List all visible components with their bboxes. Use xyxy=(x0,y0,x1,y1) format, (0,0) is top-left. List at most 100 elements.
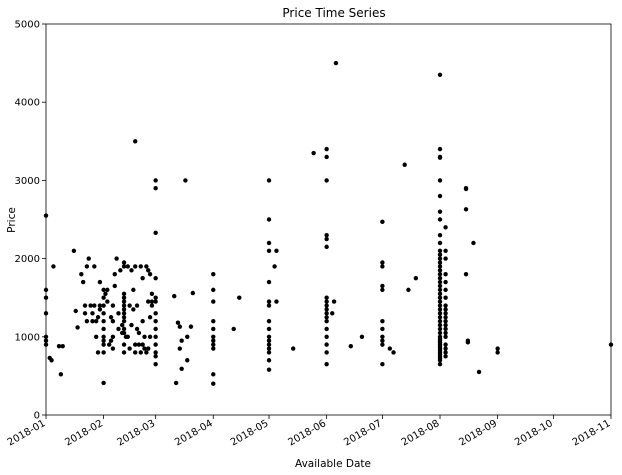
data-point xyxy=(437,311,443,316)
data-point xyxy=(153,354,158,359)
data-point xyxy=(120,322,125,328)
data-point xyxy=(237,295,242,300)
plot-frame xyxy=(45,23,612,416)
data-point xyxy=(144,264,149,269)
data-point xyxy=(121,299,127,304)
data-point xyxy=(443,342,448,347)
data-point xyxy=(443,330,448,336)
data-point xyxy=(391,350,396,355)
data-point xyxy=(101,342,106,347)
data-point xyxy=(84,318,90,324)
y-tick-label: 5000 xyxy=(15,20,40,31)
data-point xyxy=(153,342,158,347)
chart-title: Price Time Series xyxy=(282,6,385,20)
data-point xyxy=(437,264,443,269)
data-point xyxy=(324,295,329,300)
data-point xyxy=(133,342,138,347)
data-point xyxy=(437,155,443,160)
data-point xyxy=(140,275,145,281)
data-point xyxy=(331,299,337,304)
data-point xyxy=(108,315,114,320)
data-point xyxy=(437,318,443,324)
data-point xyxy=(443,295,448,300)
data-point xyxy=(97,279,103,285)
data-point xyxy=(121,303,127,308)
data-point xyxy=(105,287,110,293)
data-point xyxy=(324,334,329,339)
x-tick-label: 2018-06 xyxy=(286,418,328,448)
data-point xyxy=(311,150,316,156)
data-point xyxy=(266,334,272,339)
data-point xyxy=(324,178,329,183)
data-point xyxy=(146,346,151,351)
data-point xyxy=(153,299,158,304)
data-point xyxy=(437,326,443,332)
data-point xyxy=(138,264,143,269)
data-point xyxy=(211,338,216,343)
data-point xyxy=(112,272,117,277)
data-point xyxy=(274,248,279,253)
data-point xyxy=(443,287,448,293)
data-point xyxy=(324,307,329,312)
y-axis-label: Price xyxy=(6,207,18,233)
data-point xyxy=(101,318,106,324)
data-point xyxy=(121,315,127,320)
data-point xyxy=(324,315,329,320)
x-tick-label: 2018-05 xyxy=(229,418,271,448)
data-point xyxy=(103,291,108,296)
data-point xyxy=(133,264,138,269)
data-point xyxy=(125,334,130,339)
data-point xyxy=(443,346,448,351)
data-point xyxy=(437,303,443,308)
data-point xyxy=(476,369,482,375)
data-point xyxy=(437,358,443,363)
data-point xyxy=(153,361,158,367)
data-point xyxy=(324,311,329,316)
data-point xyxy=(380,287,385,293)
data-point xyxy=(101,338,106,343)
data-point xyxy=(114,256,119,261)
data-point xyxy=(121,264,127,269)
data-point xyxy=(190,290,196,296)
data-point xyxy=(380,264,385,269)
data-point xyxy=(131,307,136,312)
data-point xyxy=(144,350,149,355)
data-point xyxy=(173,380,179,386)
data-point xyxy=(101,303,106,308)
data-point xyxy=(463,272,469,277)
data-point xyxy=(437,299,443,304)
data-point xyxy=(437,272,443,277)
data-point xyxy=(443,303,448,308)
y-axis: 0 1000 2000 3000 4000 5000 xyxy=(15,20,46,422)
data-point xyxy=(101,380,106,386)
data-point xyxy=(56,343,62,349)
data-point xyxy=(324,236,329,242)
x-tick-label: 2018-02 xyxy=(63,418,105,448)
data-point xyxy=(387,346,393,351)
x-axis: 2018-01 2018-02 2018-03 2018-04 2018-05 2018-… xyxy=(6,415,613,448)
data-point xyxy=(437,291,443,296)
data-point xyxy=(179,338,184,343)
data-point xyxy=(92,264,97,269)
data-point xyxy=(51,264,56,269)
data-point xyxy=(101,311,106,316)
data-point xyxy=(95,350,101,355)
data-point xyxy=(93,318,99,324)
x-tick-label: 2018-10 xyxy=(513,418,555,448)
data-point xyxy=(437,240,443,246)
data-point xyxy=(443,354,448,359)
data-point xyxy=(108,338,114,343)
data-point xyxy=(153,311,158,316)
data-point xyxy=(93,334,99,339)
data-point xyxy=(116,311,121,316)
data-point xyxy=(75,325,80,330)
data-point xyxy=(437,275,443,281)
data-point xyxy=(266,338,272,343)
data-point xyxy=(437,178,443,183)
data-point xyxy=(60,343,65,349)
data-point xyxy=(443,225,448,230)
data-point xyxy=(134,326,140,332)
data-point xyxy=(437,260,443,265)
data-point xyxy=(121,291,127,296)
data-point xyxy=(266,217,272,222)
